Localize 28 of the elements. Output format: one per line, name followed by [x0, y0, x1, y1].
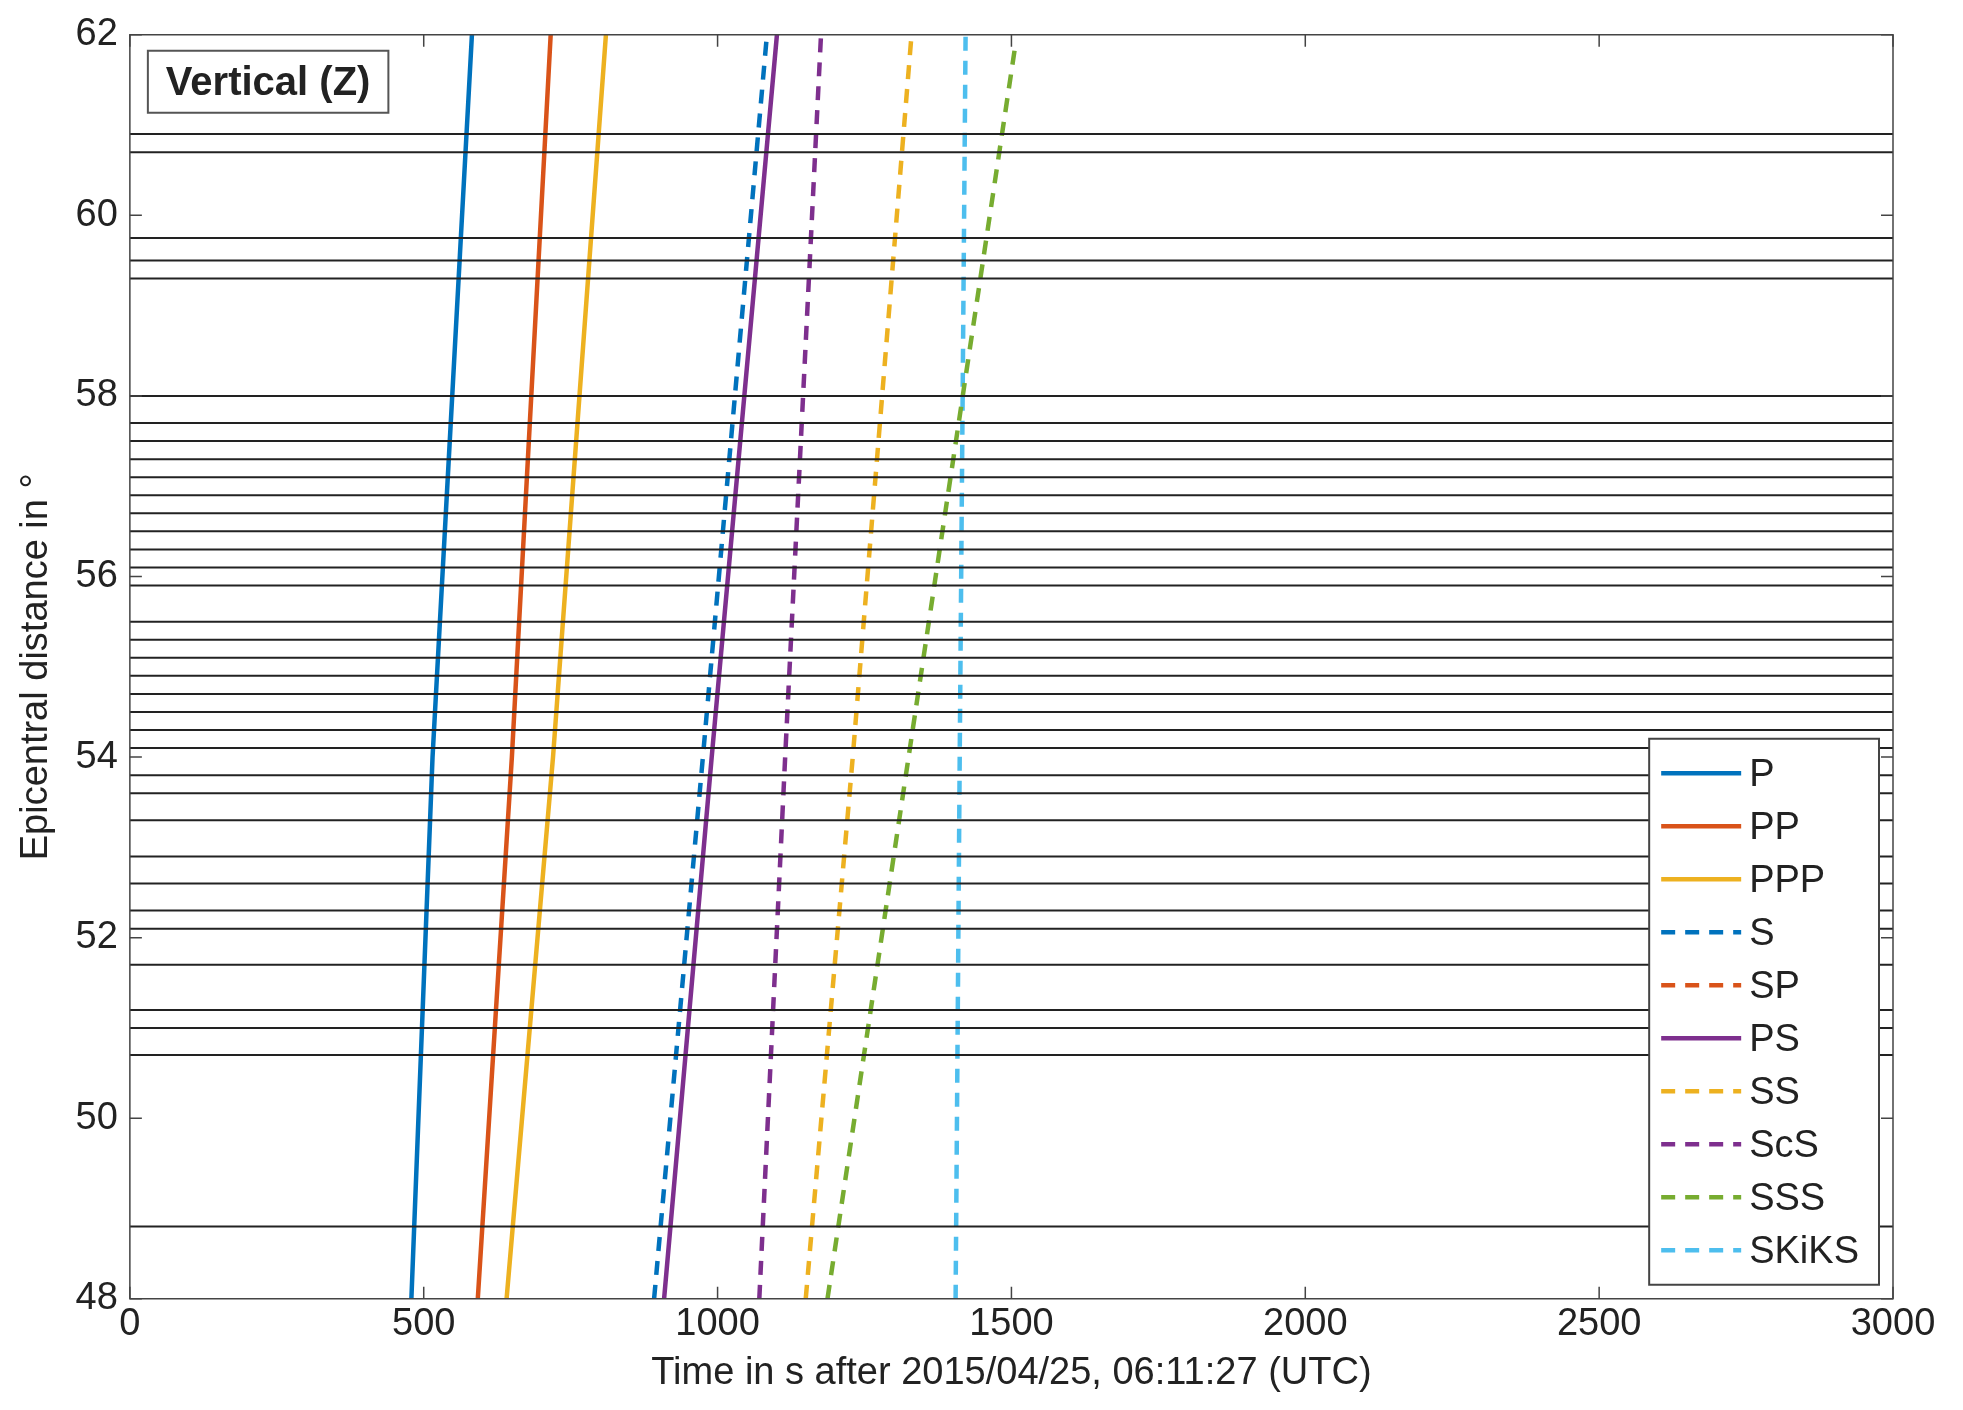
legend-label: SKiKS [1749, 1228, 1859, 1271]
x-axis-title: Time in s after 2015/04/25, 06:11:27 (UTC) [651, 1349, 1372, 1392]
y-tick-label: 56 [75, 553, 118, 595]
y-tick-label: 58 [75, 372, 118, 415]
y-axis-title: Epicentral distance in ° [13, 473, 56, 861]
x-tick-label: 0 [119, 1301, 141, 1344]
y-tick-label: 48 [75, 1275, 118, 1318]
y-tick-label: 62 [75, 11, 118, 54]
x-tick-label: 1500 [969, 1301, 1054, 1344]
y-tick-label: 52 [75, 914, 118, 957]
legend-label: S [1749, 910, 1775, 953]
x-tick-label: 1000 [675, 1301, 760, 1344]
y-tick-label: 60 [75, 191, 118, 234]
x-tick-label: 2000 [1263, 1301, 1348, 1344]
x-tick-label: 500 [392, 1301, 456, 1344]
legend-label: PP [1749, 804, 1800, 847]
legend-label: PS [1749, 1016, 1800, 1059]
legend-label: SSS [1749, 1175, 1826, 1218]
y-tick-label: 54 [75, 733, 118, 776]
legend-label: SS [1749, 1069, 1800, 1112]
y-tick-label: 50 [75, 1094, 118, 1137]
legend-label: P [1749, 751, 1775, 794]
legend-label: PPP [1749, 857, 1826, 900]
legend-label: SP [1749, 963, 1800, 1006]
x-tick-label: 3000 [1850, 1301, 1936, 1344]
legend-label: ScS [1749, 1122, 1819, 1165]
x-tick-label: 2500 [1556, 1301, 1642, 1344]
annotation: Vertical (Z) [165, 58, 371, 103]
